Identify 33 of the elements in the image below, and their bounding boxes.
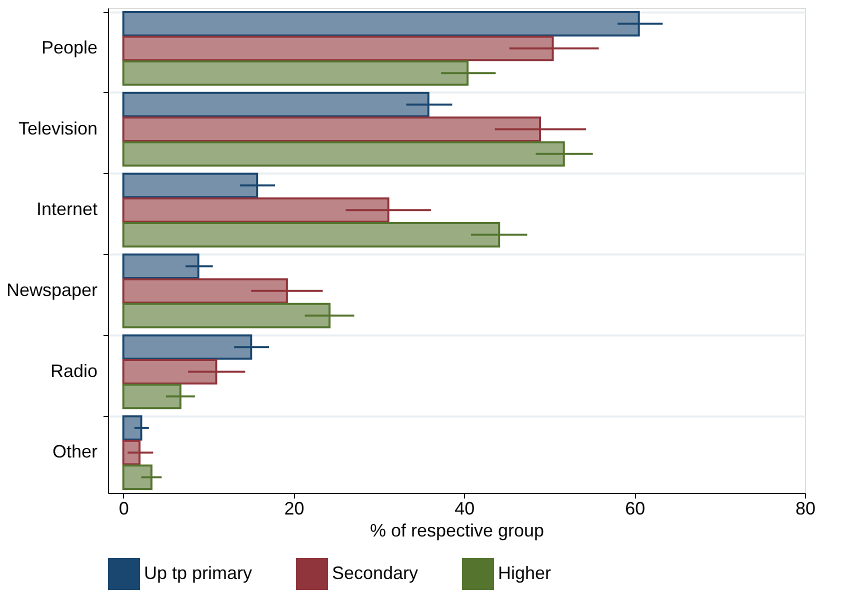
- bar: [122, 302, 331, 328]
- bar: [122, 278, 288, 304]
- y-tick-label: Radio: [50, 360, 98, 381]
- bar: [122, 60, 469, 86]
- x-tick-label: 60: [625, 498, 646, 518]
- legend-label: Higher: [498, 563, 552, 583]
- bar: [122, 116, 542, 142]
- bar: [122, 141, 565, 167]
- bar: [122, 222, 500, 248]
- y-tick-label: Other: [52, 442, 98, 462]
- bar: [122, 384, 182, 410]
- x-tick-label: 20: [284, 498, 304, 518]
- bar: [122, 359, 218, 384]
- bar: [122, 415, 142, 441]
- bar: [122, 197, 390, 223]
- bar: [122, 92, 430, 118]
- x-tick-label: 0: [118, 498, 129, 518]
- bar: [122, 334, 252, 360]
- bar: [122, 440, 141, 466]
- y-tick-label: Internet: [36, 199, 98, 220]
- x-axis-title: % of respective group: [370, 520, 544, 540]
- bar: [122, 36, 554, 62]
- legend-label: Up tp primary: [144, 563, 252, 583]
- bar: [122, 254, 200, 279]
- y-tick-label: Television: [18, 118, 98, 138]
- legend-label: Secondary: [332, 563, 418, 583]
- x-tick-label: 40: [454, 498, 475, 518]
- x-tick-label: 80: [795, 498, 816, 518]
- bar: [122, 11, 640, 36]
- bar: [122, 464, 152, 490]
- y-tick-label: Newspaper: [6, 280, 98, 300]
- y-tick-label: People: [41, 37, 98, 58]
- bar: [122, 172, 258, 198]
